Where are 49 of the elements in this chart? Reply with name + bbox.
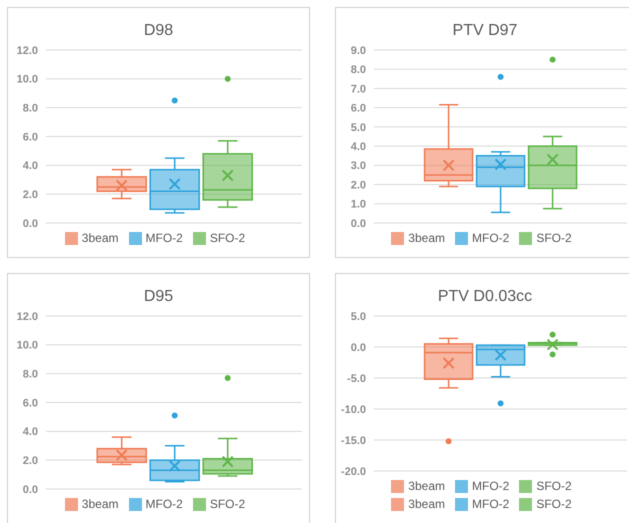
legend-label: SFO-2 [208, 497, 246, 511]
y-tick-label: 8.0 [350, 64, 366, 76]
y-tick-label: 10.0 [16, 340, 38, 352]
y-tick-label: -15.0 [340, 434, 366, 447]
y-tick-label: 2.0 [22, 455, 38, 468]
legend-label: SFO-2 [535, 479, 572, 493]
y-tick-label: 0.0 [350, 342, 366, 354]
y-tick-label: 2.0 [22, 189, 38, 202]
y-tick-label: 4.0 [22, 160, 38, 172]
legend-label: 3beam [407, 479, 445, 493]
legend-label: MFO-2 [144, 497, 183, 511]
y-tick-label: 6.0 [350, 102, 366, 115]
legend-label: MFO-2 [144, 231, 183, 245]
y-tick-label: 9.0 [350, 44, 366, 57]
legend-label: SFO-2 [535, 497, 572, 511]
y-tick-label: 6.0 [22, 131, 38, 144]
y-tick-label: 12.0 [16, 310, 38, 323]
y-tick-label: 0.0 [22, 484, 38, 496]
chart-title: PTV D0.03cc [436, 288, 534, 307]
y-tick-label: 8.0 [22, 102, 38, 115]
y-tick-label: -20.0 [340, 466, 366, 478]
legend-label: SFO-2 [208, 231, 246, 245]
chart-title: D95 [142, 288, 174, 307]
y-tick-label: 0.0 [350, 218, 366, 230]
y-tick-label: 3.0 [350, 160, 366, 172]
y-tick-label: -10.0 [340, 404, 366, 416]
y-tick-label: -5.0 [347, 372, 366, 385]
y-tick-label: 10.0 [16, 74, 38, 86]
y-tick-label: 6.0 [22, 397, 38, 410]
y-tick-label: 5.0 [350, 310, 366, 323]
y-tick-label: 2.0 [350, 179, 366, 192]
legend-label: 3beam [407, 497, 445, 511]
y-tick-label: 12.0 [16, 44, 38, 57]
legend-label: 3beam [80, 231, 118, 245]
chart-title: D98 [142, 22, 174, 41]
legend-label: 3beam [80, 497, 118, 511]
y-tick-label: 4.0 [350, 141, 366, 154]
legend-label: MFO-2 [471, 479, 510, 493]
y-tick-label: 5.0 [350, 122, 366, 134]
legend-label: MFO-2 [471, 497, 510, 511]
legend-label: SFO-2 [535, 231, 572, 245]
y-tick-label: 0.0 [22, 218, 38, 230]
y-tick-label: 7.0 [350, 83, 366, 96]
y-tick-label: 8.0 [22, 368, 38, 381]
legend-label: MFO-2 [471, 231, 510, 245]
y-tick-label: 4.0 [22, 426, 38, 438]
y-tick-label: 1.0 [350, 198, 366, 211]
legend-label: 3beam [407, 231, 445, 245]
chart-title: PTV D97 [452, 22, 518, 41]
